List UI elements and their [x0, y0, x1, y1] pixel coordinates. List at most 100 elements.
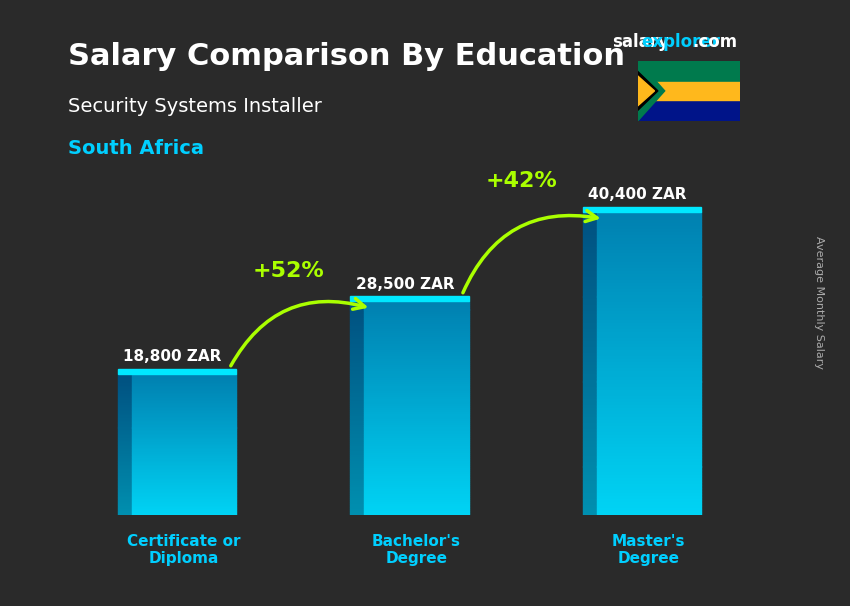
Bar [597, 376, 701, 379]
Bar [132, 401, 236, 402]
Bar [597, 491, 701, 494]
Bar [597, 257, 701, 260]
Bar [582, 275, 597, 278]
Bar [582, 224, 597, 227]
Bar [118, 393, 132, 395]
Bar [350, 344, 364, 346]
Bar [597, 215, 701, 218]
Bar [597, 224, 701, 227]
Bar [118, 460, 132, 461]
Bar [132, 374, 236, 375]
Bar [364, 382, 468, 384]
Bar [350, 434, 364, 436]
Bar [132, 474, 236, 476]
Bar [364, 365, 468, 367]
Bar [350, 316, 364, 318]
Bar [364, 327, 468, 329]
Bar [350, 376, 364, 378]
Bar [118, 488, 132, 490]
Bar [132, 439, 236, 440]
Bar [350, 327, 364, 329]
Bar [597, 245, 701, 248]
Bar [132, 481, 236, 482]
Bar [118, 384, 132, 385]
Bar [118, 425, 132, 426]
Bar [132, 378, 236, 379]
Bar [364, 324, 468, 327]
Bar [118, 399, 132, 401]
Bar [350, 314, 364, 316]
Bar [118, 501, 132, 502]
Bar [118, 436, 132, 438]
Bar [118, 499, 132, 501]
Bar [582, 369, 597, 373]
Bar [118, 415, 132, 416]
Bar [118, 389, 132, 391]
Bar [582, 476, 597, 479]
Bar [364, 498, 468, 500]
Bar [118, 408, 132, 409]
Bar [132, 480, 236, 481]
Bar [597, 421, 701, 424]
Text: Average Monthly Salary: Average Monthly Salary [814, 236, 824, 370]
Bar [118, 485, 132, 487]
Bar [582, 382, 597, 385]
Bar [597, 500, 701, 503]
Bar [582, 397, 597, 400]
Bar [350, 464, 364, 466]
Bar [364, 318, 468, 320]
Bar [597, 430, 701, 433]
Bar [132, 404, 236, 405]
Bar [364, 350, 468, 352]
Bar [364, 352, 468, 355]
Bar [132, 382, 236, 384]
Bar [132, 419, 236, 421]
Bar [118, 382, 132, 384]
Bar [364, 339, 468, 342]
Bar [364, 455, 468, 458]
Bar [364, 451, 468, 453]
Bar [118, 482, 132, 484]
Bar [597, 342, 701, 345]
Bar [364, 402, 468, 404]
Bar [350, 333, 364, 335]
Bar [597, 494, 701, 497]
Bar [118, 409, 132, 410]
Bar [638, 61, 740, 91]
Bar [132, 476, 236, 477]
Bar [597, 336, 701, 339]
Bar [582, 215, 597, 218]
Bar [364, 419, 468, 421]
Bar [364, 416, 468, 419]
Bar [132, 501, 236, 502]
Bar [118, 504, 132, 505]
Bar [597, 509, 701, 512]
Bar [582, 302, 597, 305]
Bar [118, 418, 132, 419]
Bar [118, 377, 132, 378]
Bar [350, 370, 364, 371]
Bar [350, 367, 364, 370]
Bar [597, 451, 701, 454]
Bar [132, 478, 236, 480]
Bar [132, 429, 236, 430]
Bar [350, 474, 364, 476]
Bar [350, 425, 364, 427]
Bar [350, 419, 364, 421]
Bar [597, 345, 701, 348]
Bar [350, 455, 364, 458]
Bar [582, 278, 597, 281]
Bar [350, 440, 364, 442]
Bar [597, 263, 701, 266]
Bar [638, 91, 740, 121]
Bar [582, 512, 597, 515]
Bar [350, 494, 364, 496]
Bar [118, 381, 132, 382]
Bar [118, 490, 132, 491]
Bar [132, 448, 236, 450]
Bar [582, 467, 597, 470]
Bar [118, 470, 132, 471]
Bar [364, 459, 468, 462]
Bar [350, 500, 364, 502]
Bar [118, 491, 132, 493]
